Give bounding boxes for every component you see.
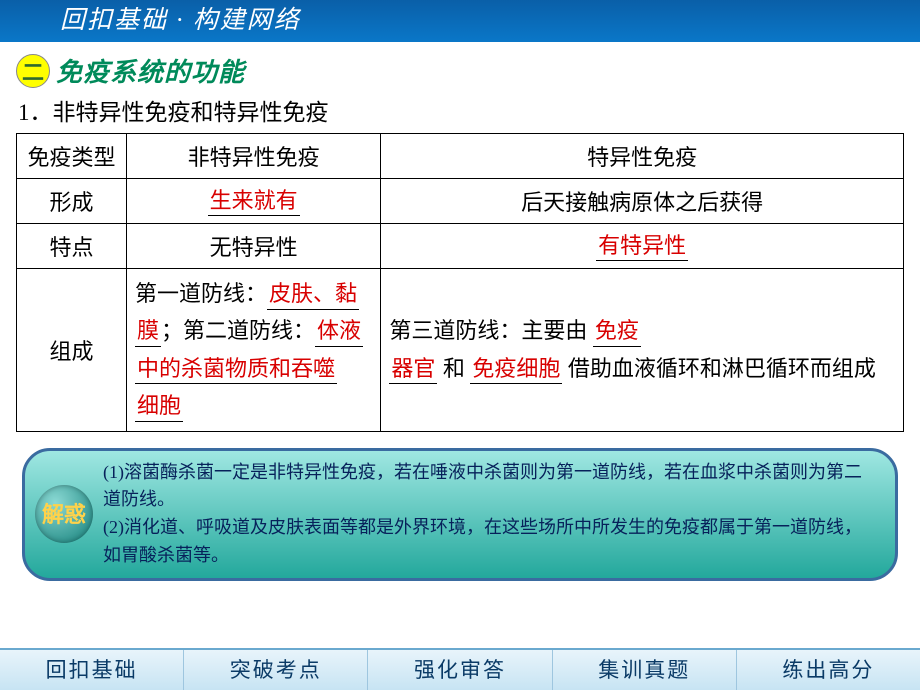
explanation-line-1: (1)溶菌酶杀菌一定是非特异性免疫，若在唾液中杀菌则为第一道防线，若在血浆中杀菌… [103,459,879,515]
th-type: 免疫类型 [17,134,127,179]
cell-feature-specific: 有特异性 [381,224,904,269]
immunity-table: 免疫类型 非特异性免疫 特异性免疫 形成 生来就有 后天接触病原体之后获得 特点… [16,133,904,432]
cell-comp-specific: 第三道防线：主要由 免疫 器官 和 免疫细胞 借助血液循环和淋巴循环而组成 [381,269,904,432]
section-badge: 二 [16,54,50,88]
nav-item-exam[interactable]: 集训真题 [553,650,737,690]
cell-formation-specific: 后天接触病原体之后获得 [381,179,904,224]
text: 和 [443,356,465,381]
table-row-formation: 形成 生来就有 后天接触病原体之后获得 [17,179,904,224]
cell-feature-nonspecific: 无特异性 [127,224,381,269]
nav-item-basics[interactable]: 回扣基础 [0,650,184,690]
text: 第三道防线：主要由 [389,318,587,343]
fill-body-fluid-b: 中的杀菌物质和吞噬 [135,354,337,385]
fill-immune-organ-a: 免疫 [593,316,641,347]
text: 借助血液循环和淋巴循环而组成 [568,356,876,381]
explanation-line-2: (2)消化道、呼吸道及皮肤表面等都是外界环境，在这些场所中所发生的免疫都属于第一… [103,514,879,570]
th-nonspecific: 非特异性免疫 [127,134,381,179]
cell-comp-nonspecific: 第一道防线：皮肤、黏 膜；第二道防线：体液 中的杀菌物质和吞噬 细胞 [127,269,381,432]
table-row-composition: 组成 第一道防线：皮肤、黏 膜；第二道防线：体液 中的杀菌物质和吞噬 细胞 第三… [17,269,904,432]
explanation-badge: 解惑 [35,485,93,543]
nav-item-points[interactable]: 突破考点 [184,650,368,690]
nav-item-review[interactable]: 强化审答 [368,650,552,690]
fill-specific: 有特异性 [596,231,688,262]
section-title: 免疫系统的功能 [56,52,245,89]
fill-body-fluid-a: 体液 [315,316,363,347]
fill-skin-mucosa-a: 皮肤、黏 [267,279,359,310]
cell-label-formation: 形成 [17,179,127,224]
fill-body-fluid-c: 细胞 [135,391,183,422]
table-row-feature: 特点 无特异性 有特异性 [17,224,904,269]
bottom-nav: 回扣基础 突破考点 强化审答 集训真题 练出高分 [0,648,920,690]
page-title: 回扣基础 · 构建网络 [60,7,301,34]
fill-skin-mucosa-b: 膜 [135,316,161,347]
section-heading: 二 免疫系统的功能 [16,52,904,89]
fill-immune-cell: 免疫细胞 [470,354,562,385]
cell-label-composition: 组成 [17,269,127,432]
page-header: 回扣基础 · 构建网络 [0,0,920,42]
cell-formation-nonspecific: 生来就有 [127,179,381,224]
text: 第一道防线： [135,281,267,306]
fill-immune-organ-b: 器官 [389,354,437,385]
explanation-text: (1)溶菌酶杀菌一定是非特异性免疫，若在唾液中杀菌则为第一道防线，若在血浆中杀菌… [103,459,879,571]
table-header-row: 免疫类型 非特异性免疫 特异性免疫 [17,134,904,179]
cell-label-feature: 特点 [17,224,127,269]
explanation-box: 解惑 (1)溶菌酶杀菌一定是非特异性免疫，若在唾液中杀菌则为第一道防线，若在血浆… [22,448,898,582]
text: ；第二道防线： [161,318,315,343]
th-specific: 特异性免疫 [381,134,904,179]
main-content: 二 免疫系统的功能 1．非特异性免疫和特异性免疫 免疫类型 非特异性免疫 特异性… [0,42,920,581]
subsection-title: 1．非特异性免疫和特异性免疫 [18,93,904,127]
nav-item-practice[interactable]: 练出高分 [737,650,920,690]
fill-innate: 生来就有 [208,186,300,217]
